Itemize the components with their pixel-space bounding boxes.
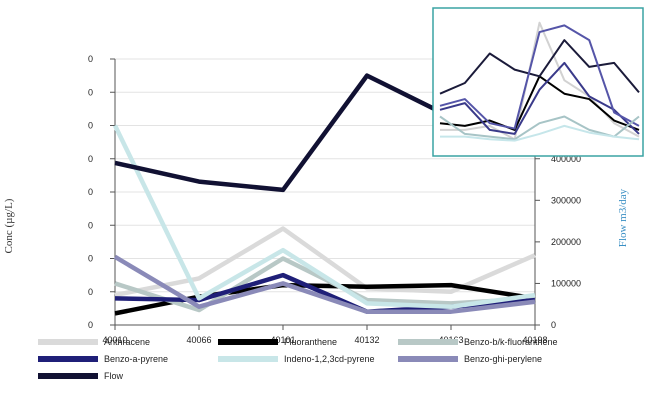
y-left-tick-label: 0 — [88, 254, 93, 264]
y-left-tick-label: 0 — [88, 187, 93, 197]
legend-swatch-flow — [38, 373, 98, 379]
y-right-tick-label: 300000 — [551, 195, 581, 205]
x-tick-label: 40010 — [102, 335, 127, 345]
y-right-tick-label: 100000 — [551, 278, 581, 288]
y-left-tick-label: 0 — [88, 87, 93, 97]
y-axis-label-right: Flow m3/day — [617, 188, 629, 247]
x-tick-label: 40132 — [354, 335, 379, 345]
y-left-tick-label: 0 — [88, 220, 93, 230]
legend-swatch-anthracene — [38, 339, 98, 345]
y-right-tick-label: 200000 — [551, 237, 581, 247]
y-left-tick-label: 0 — [88, 121, 93, 131]
legend-label-benzo-a-pyrene: Benzo-a-pyrene — [104, 354, 168, 364]
legend-label-anthracene: Anthracene — [104, 337, 150, 347]
y-right-tick-label: 400000 — [551, 154, 581, 164]
x-tick-label: 40066 — [186, 335, 211, 345]
legend-swatch-benzo-ghi-perylene — [398, 356, 458, 362]
y-left-tick-label: 0 — [88, 287, 93, 297]
y-right-tick-label: 0 — [551, 320, 556, 330]
legend: Anthracene Fluoranthene Benzo-b/k-fluorant… — [38, 337, 558, 381]
x-tick-label: 40198 — [522, 335, 547, 345]
y-left-tick-label: 0 — [88, 54, 93, 64]
legend-label-fluoranthene: Fluoranthene — [284, 337, 337, 347]
legend-label-flow: Flow — [104, 371, 124, 381]
series-line-benzo-ghi-perylene — [113, 254, 536, 314]
inset-chart — [432, 7, 644, 157]
legend-label-benzo-ghi-perylene: Benzo-ghi-perylene — [464, 354, 542, 364]
inset-series-line-indeno-1-2-3cd-pyrene — [440, 124, 640, 142]
series-line-indeno-1-2-3cd-pyrene — [112, 124, 536, 309]
inset-series-line-flow — [439, 39, 640, 95]
x-tick-label: 40101 — [270, 335, 295, 345]
legend-swatch-benzo-b-k-fluoranthene — [398, 339, 458, 345]
legend-swatch-indeno-1-2-3cd-pyrene — [218, 356, 278, 362]
y-left-tick-label: 0 — [88, 320, 93, 330]
legend-swatch-fluoranthene — [218, 339, 278, 345]
y-axis-label-left: Conc (µg/L) — [3, 198, 15, 253]
legend-swatch-benzo-a-pyrene — [38, 356, 98, 362]
inset-series-line-benzo-a-pyrene — [439, 61, 640, 135]
legend-label-indeno-1-2-3cd-pyrene: Indeno-1,2,3cd-pyrene — [284, 354, 375, 364]
inset-series-line-benzo-ghi-perylene — [439, 24, 640, 130]
y-left-tick-label: 0 — [88, 154, 93, 164]
legend-label-benzo-b-k-fluoranthene: Benzo-b/k-fluoranthene — [464, 337, 558, 347]
